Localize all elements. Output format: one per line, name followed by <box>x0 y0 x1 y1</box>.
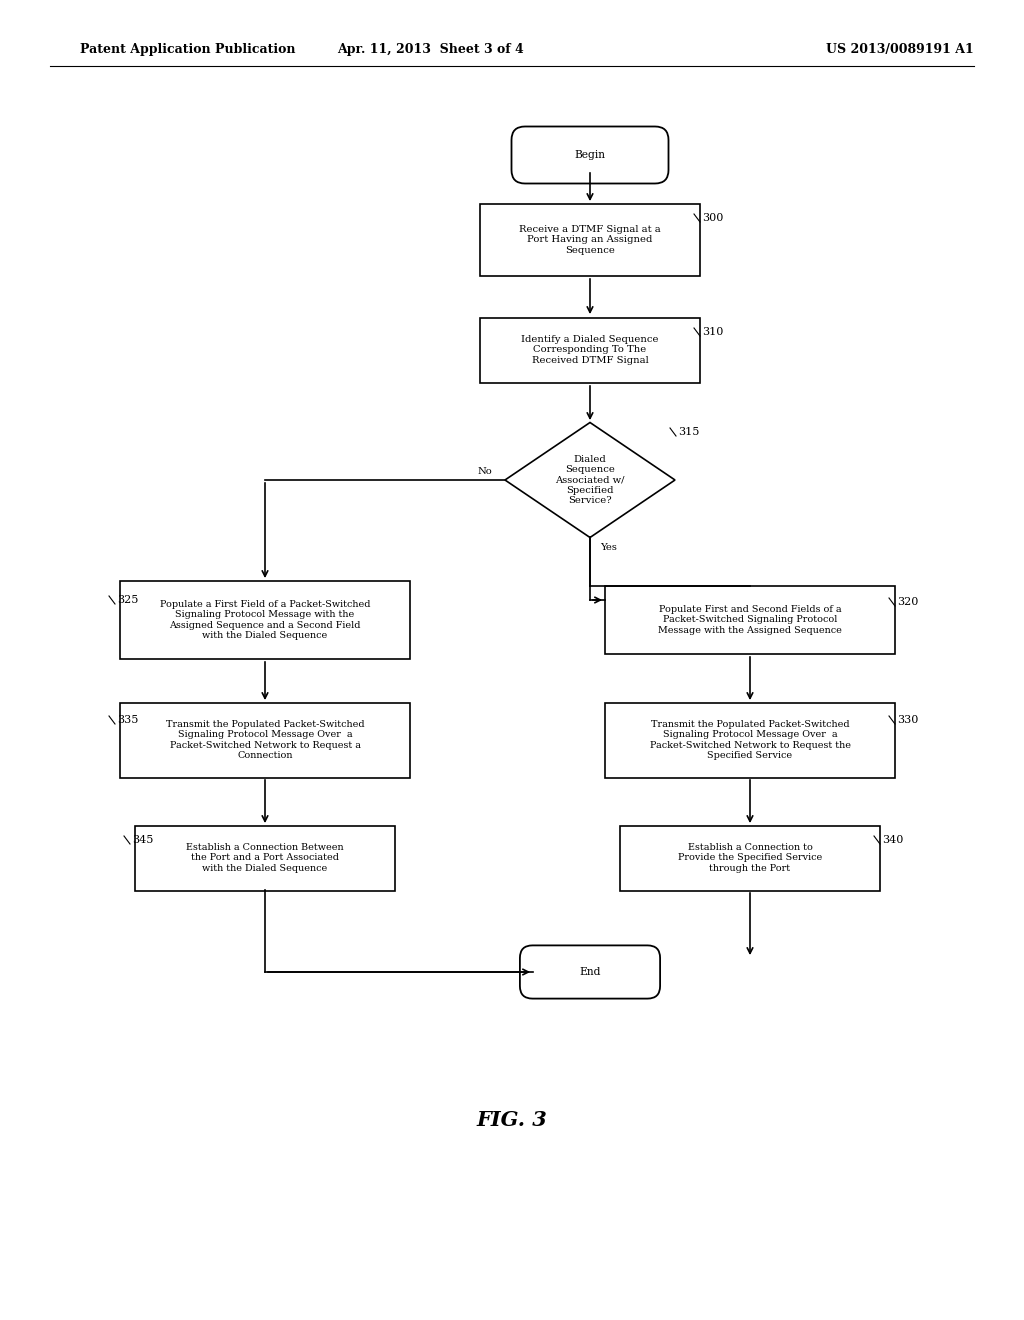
Text: 330: 330 <box>897 715 919 725</box>
Text: Identify a Dialed Sequence
Corresponding To The
Received DTMF Signal: Identify a Dialed Sequence Corresponding… <box>521 335 658 364</box>
Bar <box>120 702 410 777</box>
Text: Establish a Connection to
Provide the Specified Service
through the Port: Establish a Connection to Provide the Sp… <box>678 843 822 873</box>
Text: 340: 340 <box>882 836 903 845</box>
Bar <box>480 205 700 276</box>
Text: FIG. 3: FIG. 3 <box>476 1110 548 1130</box>
Text: Receive a DTMF Signal at a
Port Having an Assigned
Sequence: Receive a DTMF Signal at a Port Having a… <box>519 226 660 255</box>
Text: Establish a Connection Between
the Port and a Port Associated
with the Dialed Se: Establish a Connection Between the Port … <box>186 843 344 873</box>
Text: 325: 325 <box>117 595 138 605</box>
Text: 345: 345 <box>132 836 154 845</box>
FancyBboxPatch shape <box>520 945 660 999</box>
Text: Yes: Yes <box>600 544 616 553</box>
Bar <box>620 825 880 891</box>
Text: 310: 310 <box>702 327 723 337</box>
Bar <box>120 581 410 659</box>
Text: End: End <box>580 968 601 977</box>
Text: Dialed
Sequence
Associated w/
Specified
Service?: Dialed Sequence Associated w/ Specified … <box>555 454 625 506</box>
Bar <box>135 825 395 891</box>
Text: Apr. 11, 2013  Sheet 3 of 4: Apr. 11, 2013 Sheet 3 of 4 <box>337 44 523 57</box>
Text: 320: 320 <box>897 597 919 607</box>
Text: 300: 300 <box>702 213 723 223</box>
Text: Populate First and Second Fields of a
Packet-Switched Signaling Protocol
Message: Populate First and Second Fields of a Pa… <box>658 605 842 635</box>
Text: Populate a First Field of a Packet-Switched
Signaling Protocol Message with the
: Populate a First Field of a Packet-Switc… <box>160 599 371 640</box>
Text: Transmit the Populated Packet-Switched
Signaling Protocol Message Over  a
Packet: Transmit the Populated Packet-Switched S… <box>166 719 365 760</box>
Text: US 2013/0089191 A1: US 2013/0089191 A1 <box>826 44 974 57</box>
Polygon shape <box>505 422 675 537</box>
Bar <box>605 702 895 777</box>
FancyBboxPatch shape <box>512 127 669 183</box>
Text: 315: 315 <box>678 426 699 437</box>
Text: No: No <box>477 467 493 477</box>
Text: Patent Application Publication: Patent Application Publication <box>80 44 296 57</box>
Text: Transmit the Populated Packet-Switched
Signaling Protocol Message Over  a
Packet: Transmit the Populated Packet-Switched S… <box>649 719 851 760</box>
Bar <box>480 318 700 383</box>
Text: Begin: Begin <box>574 150 605 160</box>
Bar <box>605 586 895 653</box>
Text: 335: 335 <box>117 715 138 725</box>
